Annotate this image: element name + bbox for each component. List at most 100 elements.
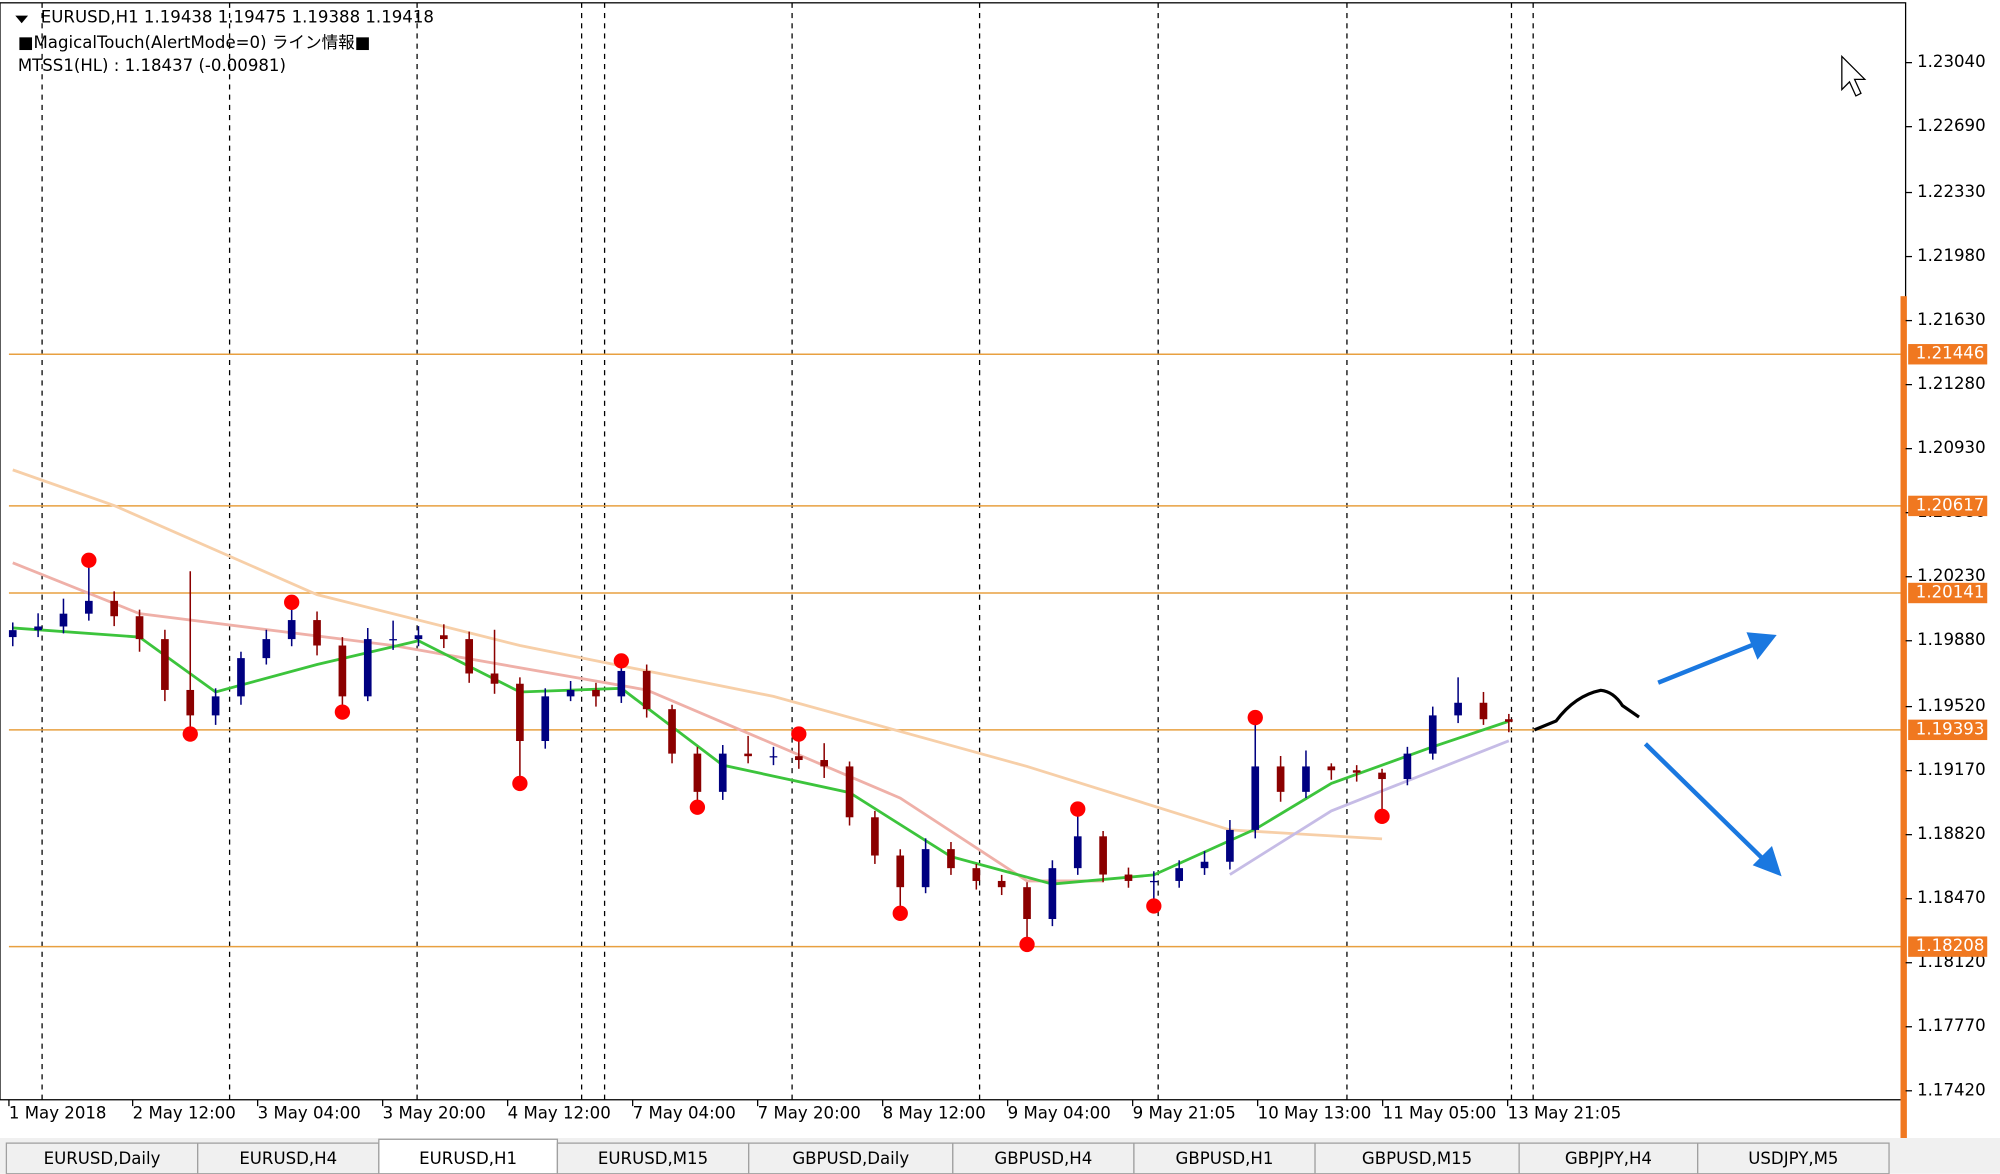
candle-body: [414, 635, 423, 640]
mtss-line: MTSS1(HL) : 1.18437 (-0.00981): [18, 56, 286, 75]
fractal-marker: [512, 775, 528, 792]
x-tick-label: 1 May 2018: [9, 1103, 107, 1122]
y-tick-label: 1.18470: [1917, 888, 1986, 907]
level-label-box: [1908, 495, 1988, 517]
y-tick-label: 1.17420: [1917, 1080, 1986, 1099]
candle-body: [668, 709, 676, 754]
candle-body: [1073, 836, 1082, 869]
indicator-line: ■MagicalTouch(AlertMode=0) ライン情報■: [18, 33, 371, 52]
level-label: 1.20141: [1916, 582, 1985, 601]
candle-body: [769, 756, 778, 758]
candle-body: [262, 639, 271, 659]
candle-body: [896, 855, 905, 888]
x-tick-label: 13 May 21:05: [1508, 1103, 1622, 1122]
candle-body: [1048, 868, 1057, 920]
candle-body: [313, 620, 321, 646]
y-tick-label: 1.18820: [1917, 824, 1986, 843]
tab-label[interactable]: GBPUSD,H1: [1176, 1149, 1274, 1168]
candle-body: [516, 683, 524, 741]
drawn-arrows: [1643, 632, 1782, 877]
candle-body: [1403, 753, 1412, 780]
x-tick-label: 7 May 20:00: [758, 1103, 861, 1122]
candle-body: [59, 613, 68, 627]
y-tick-label: 1.19170: [1917, 760, 1986, 779]
candle-body: [389, 639, 397, 641]
candle-body: [1276, 766, 1285, 792]
level-label-box: [1908, 936, 1988, 957]
level-label: 1.20617: [1916, 495, 1985, 514]
fractal-marker: [81, 552, 97, 568]
fractal-marker: [892, 905, 908, 921]
y-tick-label: 1.19880: [1917, 630, 1986, 649]
tab-label[interactable]: GBPUSD,M15: [1362, 1149, 1472, 1168]
tab[interactable]: [1518, 1142, 1699, 1174]
tab-label[interactable]: EURUSD,H4: [239, 1149, 337, 1168]
candle-body: [440, 635, 448, 640]
x-tick-label: 7 May 04:00: [633, 1103, 736, 1122]
candle-body: [1200, 861, 1209, 869]
tab-label[interactable]: EURUSD,Daily: [44, 1149, 161, 1168]
level-label-box: [1908, 719, 1988, 741]
tab[interactable]: [1314, 1142, 1520, 1174]
candle-body: [1175, 868, 1184, 881]
candle-body: [744, 753, 752, 757]
candle-body: [1327, 766, 1336, 771]
candle-body: [1454, 702, 1462, 716]
candle-body: [871, 817, 879, 856]
y-tick-label: 1.21980: [1917, 246, 1986, 265]
candle-body: [363, 639, 372, 697]
candle-body: [1251, 766, 1260, 830]
candle-body: [972, 868, 981, 881]
level-label-box: [1908, 582, 1988, 604]
x-tick-label: 2 May 12:00: [133, 1103, 236, 1122]
y-tick-label: 1.19520: [1917, 696, 1986, 715]
tab-label[interactable]: EURUSD,H1: [419, 1149, 517, 1168]
candle-body: [186, 689, 195, 716]
candle-body: [997, 880, 1006, 888]
candle-body: [1099, 836, 1107, 875]
drawn-curve: [1533, 688, 1640, 732]
mouse-cursor: [1841, 54, 1867, 97]
candle-body: [947, 849, 955, 869]
candle-body: [617, 670, 626, 697]
candle-body: [237, 658, 245, 697]
fractal-marker: [689, 799, 706, 815]
symbol-line: EURUSD,H1 1.19438 1.19475 1.19388 1.1941…: [41, 8, 434, 27]
y-tick-label: 1.20930: [1917, 438, 1986, 457]
candle-body: [8, 630, 17, 638]
y-tick-label: 1.17770: [1917, 1016, 1986, 1035]
candle-body: [566, 689, 575, 697]
x-tick-label: 9 May 04:00: [1008, 1103, 1111, 1122]
candle-body: [1150, 880, 1158, 883]
tab[interactable]: [952, 1142, 1135, 1174]
x-tick-label: 10 May 13:00: [1258, 1103, 1372, 1122]
fractal-marker: [1146, 898, 1162, 914]
candle-body: [820, 760, 829, 767]
tab-label[interactable]: GBPUSD,H4: [994, 1149, 1092, 1168]
candle-body: [693, 753, 702, 792]
moving-average: [1229, 739, 1510, 876]
tab-label[interactable]: GBPUSD,Daily: [792, 1149, 909, 1168]
candle-body: [110, 600, 119, 617]
tab[interactable]: [748, 1142, 954, 1174]
y-tick-label: 1.23040: [1917, 52, 1986, 71]
fractal-marker: [182, 726, 198, 742]
y-tick-label: 1.18120: [1917, 952, 1986, 971]
tab-label[interactable]: USDJPY,M5: [1748, 1149, 1838, 1168]
candle-body: [1226, 829, 1234, 862]
candle-body: [338, 645, 347, 697]
moving-average: [12, 626, 1510, 886]
x-tick-label: 3 May 04:00: [258, 1103, 361, 1122]
candle-body: [1302, 766, 1310, 792]
menu-triangle[interactable]: [15, 15, 29, 24]
tab-label[interactable]: EURUSD,M15: [598, 1149, 708, 1168]
tab[interactable]: [1697, 1142, 1890, 1174]
candle-body: [1378, 772, 1386, 780]
y-tick-label: 1.21630: [1917, 310, 1986, 329]
candle-body: [1479, 702, 1488, 720]
y-tick-label: 1.21280: [1917, 374, 1986, 393]
tab-label[interactable]: GBPJPY,H4: [1565, 1149, 1652, 1168]
y-tick-label: 1.20230: [1917, 566, 1986, 585]
